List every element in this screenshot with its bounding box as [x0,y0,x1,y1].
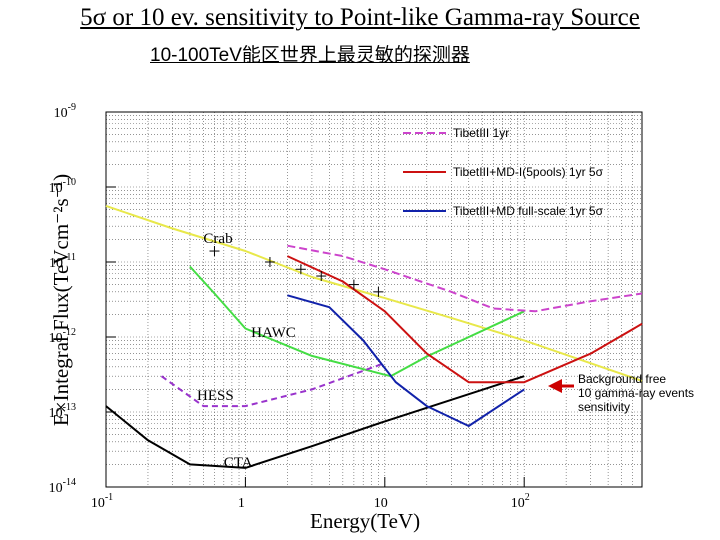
legend-label: TibetIII 1yr [453,126,509,140]
series-line-tibetiii-md-i-5pools-1yr-5- [286,255,643,384]
series-line-tibetiii-1yr [287,244,643,313]
legend-label: TibetIII+MD-I(5pools) 1yr 5σ [453,165,604,179]
crab-marker-layer [209,246,384,297]
background-free-note: Background free 10 gamma-ray events sens… [578,372,718,414]
slide-title: 5σ or 10 ev. sensitivity to Point-like G… [80,4,640,31]
x-tick-label: 1 [238,496,245,511]
note-line-2: 10 gamma-ray events [578,386,695,400]
annotation-layer: Crab HAWC HESS CTA [197,231,296,471]
note-arrow-head [548,379,562,393]
series-line-tibetiii-md-full-scale-1yr-5- [287,294,525,427]
x-tick-label: 102 [511,492,530,511]
x-axis-title: Energy(TeV) [310,509,420,533]
y-tick-label: 10-9 [54,102,76,121]
y-axis-title: E×Integral Flux(TeVcm⁻²s⁻¹) [49,174,73,426]
slide-subtitle: 10-100TeV能区世界上最灵敏的探测器 [150,45,470,66]
annotation-hess: HESS [197,388,234,404]
note-line-1: Background free [578,372,667,386]
note-line-3: sensitivity [578,400,631,414]
series-line-hawc [189,265,525,378]
annotation-hawc: HAWC [251,325,296,341]
y-tick-label: 10-14 [49,477,76,496]
legend-label: TibetIII+MD full-scale 1yr 5σ [453,204,604,218]
legend: TibetIII 1yr TibetIII+MD-I(5pools) 1yr 5σ… [403,126,604,218]
series-line-hess [160,362,386,408]
annotation-cta: CTA [224,455,253,471]
series-line-cta [105,375,525,469]
series-layer [105,204,643,469]
series-line-crab [105,204,643,382]
grid-layer [105,112,643,488]
plot-frame [105,111,643,488]
annotation-crab: Crab [203,231,232,247]
x-tick-label: 10 [374,496,388,511]
x-tick-label: 10-1 [91,492,113,511]
